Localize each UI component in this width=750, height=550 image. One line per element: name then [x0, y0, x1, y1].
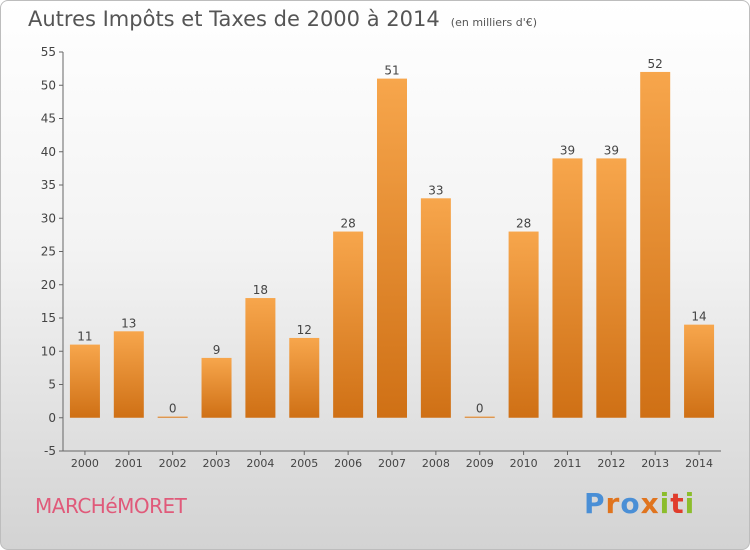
bar-value-label: 39 — [560, 143, 575, 157]
y-tick-label: 5 — [48, 378, 56, 392]
x-tick-label: 2012 — [597, 457, 625, 470]
y-tick-label: 35 — [41, 178, 56, 192]
logo-letter: o — [620, 487, 641, 520]
y-tick-label: 40 — [41, 145, 56, 159]
x-tick-label: 2006 — [334, 457, 362, 470]
bar-value-label: 39 — [604, 143, 619, 157]
bar-value-label: 11 — [77, 330, 92, 344]
x-tick-label: 2013 — [641, 457, 669, 470]
bar-value-label: 12 — [297, 323, 312, 337]
commune-name: MARCHéMORET — [35, 494, 187, 518]
bar-value-label: 33 — [428, 183, 443, 197]
y-tick-label: 15 — [41, 311, 56, 325]
bar-value-label: 14 — [691, 310, 706, 324]
bar — [684, 324, 715, 418]
x-tick-label: 2001 — [115, 457, 143, 470]
chart-title-block: Autres Impôts et Taxes de 2000 à 2014 (e… — [28, 7, 537, 31]
logo-letter: i — [659, 487, 671, 520]
bar — [420, 198, 451, 418]
bar — [464, 416, 495, 418]
y-tick-label: 30 — [41, 211, 56, 225]
bar — [113, 331, 144, 418]
x-tick-label: 2000 — [71, 457, 99, 470]
x-tick-label: 2014 — [685, 457, 713, 470]
bar — [289, 337, 320, 418]
x-tick-label: 2011 — [553, 457, 581, 470]
x-tick-label: 2009 — [466, 457, 494, 470]
bar — [596, 158, 627, 418]
x-tick-label: 2008 — [422, 457, 450, 470]
proxiti-logo: Proxiti — [584, 487, 695, 520]
bar-value-label: 0 — [476, 402, 484, 416]
logo-letter: r — [605, 487, 621, 520]
bar-value-label: 9 — [213, 343, 221, 357]
bar-value-label: 18 — [253, 283, 268, 297]
x-tick-label: 2010 — [510, 457, 538, 470]
bar — [69, 344, 100, 418]
bar — [640, 71, 671, 418]
y-tick-label: 20 — [41, 278, 56, 292]
bar-value-label: 0 — [169, 402, 177, 416]
logo-letter: P — [584, 487, 606, 520]
y-tick-label: 55 — [41, 45, 56, 59]
bar — [508, 231, 539, 418]
y-tick-label: 0 — [48, 411, 56, 425]
chart-subtitle: (en milliers d'€) — [450, 16, 538, 29]
bar-value-label: 52 — [648, 57, 663, 71]
bar-value-label: 13 — [121, 316, 136, 330]
x-tick-label: 2003 — [203, 457, 231, 470]
bar-value-label: 28 — [340, 217, 355, 231]
bar — [157, 416, 188, 418]
chart-title: Autres Impôts et Taxes de 2000 à 2014 — [28, 7, 440, 31]
bar — [201, 357, 232, 418]
x-tick-label: 2004 — [246, 457, 274, 470]
bar-value-label: 51 — [384, 64, 399, 78]
x-tick-label: 2005 — [290, 457, 318, 470]
bar — [552, 158, 583, 418]
x-tick-label: 2002 — [159, 457, 187, 470]
y-tick-label: 50 — [41, 78, 56, 92]
y-tick-label: 25 — [41, 245, 56, 259]
logo-letter: t — [670, 487, 685, 520]
bar — [333, 231, 364, 418]
bar — [377, 78, 407, 418]
bar-value-label: 28 — [516, 217, 531, 231]
y-tick-label: 45 — [41, 112, 56, 126]
bar — [245, 298, 276, 418]
y-tick-label: 10 — [41, 344, 56, 358]
logo-letter: x — [640, 487, 660, 520]
x-tick-label: 2007 — [378, 457, 406, 470]
y-tick-label: -5 — [44, 444, 56, 458]
logo-letter: i — [684, 487, 696, 520]
